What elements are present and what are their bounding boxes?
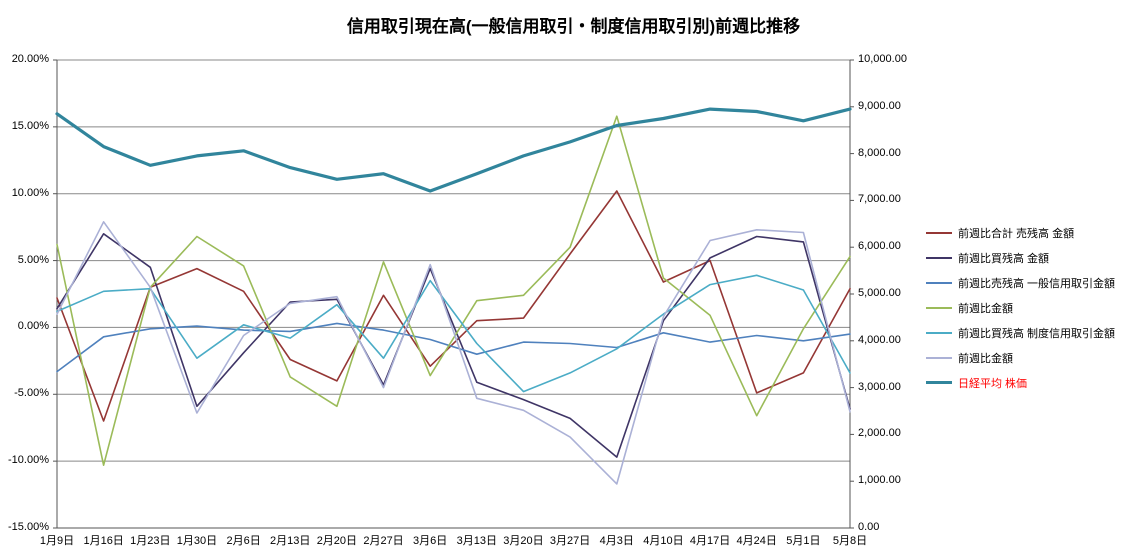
series-line-2 [56, 322, 851, 373]
x-axis-tick-label: 3月20日 [503, 535, 544, 547]
right-axis-tick-label: 1,000.00 [858, 474, 901, 487]
legend-label: 前週比合計 売残高 金額 [958, 227, 1075, 240]
x-axis-tick-label: 4月17日 [689, 535, 731, 547]
legend-item-5: 前週比金額 [926, 345, 1115, 370]
right-axis-tick-label: 9,000.00 [858, 99, 901, 112]
legend-item-2: 前週比売残高 一般信用取引金額 [926, 270, 1115, 295]
legend-label: 前週比買残高 金額 [958, 252, 1050, 265]
legend-item-1: 前週比買残高 金額 [926, 245, 1115, 270]
x-axis-tick-label: 5月8日 [832, 535, 868, 547]
legend-swatch [926, 306, 952, 309]
x-axis-tick-label: 4月10日 [643, 535, 684, 547]
right-axis-tick-label: 2,000.00 [858, 427, 901, 440]
x-axis-tick-label: 2月27日 [363, 535, 404, 547]
x-axis-tick-label: 3月27日 [549, 535, 591, 547]
right-axis-tick-label: 8,000.00 [858, 146, 901, 159]
legend-item-0: 前週比合計 売残高 金額 [926, 220, 1115, 245]
x-axis-tick-label: 5月1日 [786, 535, 821, 547]
x-axis-tick-label: 1月9日 [39, 535, 75, 547]
legend-label: 前週比買残高 制度信用取引金額 [958, 327, 1116, 340]
left-axis-tick-label: 15.00% [11, 119, 49, 132]
x-axis-tick-label: 4月24日 [736, 535, 777, 547]
series-line-6 [55, 107, 852, 193]
legend-item-4: 前週比買残高 制度信用取引金額 [926, 320, 1115, 345]
legend-swatch [926, 231, 952, 234]
legend-swatch [926, 281, 952, 284]
x-axis-tick-label: 1月23日 [130, 535, 171, 547]
x-axis-tick-label: 2月6日 [226, 535, 261, 547]
x-axis-tick-label: 3月13日 [456, 535, 497, 547]
legend-swatch [926, 256, 952, 259]
legend-swatch [926, 356, 952, 359]
left-axis-tick-label: -15.00% [8, 521, 49, 533]
legend-label: 日経平均 株価 [958, 377, 1028, 390]
series-line-1 [56, 233, 851, 458]
right-axis-tick-label: 7,000.00 [858, 193, 901, 206]
x-axis-tick-label: 1月30日 [176, 535, 218, 547]
right-axis-tick-label: 0.00 [858, 521, 880, 533]
x-axis-tick-label: 3月6日 [413, 535, 448, 547]
x-axis-tick-label: 2月20日 [316, 535, 358, 547]
left-axis-tick-label: -5.00% [14, 387, 49, 400]
series-line-3 [56, 115, 851, 467]
right-axis-tick-label: 3,000.00 [858, 380, 901, 393]
series-line-5 [56, 221, 851, 485]
right-axis-tick-label: 10,000.00 [858, 53, 907, 65]
right-axis-tick-label: 5,000.00 [858, 287, 901, 299]
x-axis-tick-label: 4月3日 [599, 535, 634, 547]
legend-label: 前週比売残高 一般信用取引金額 [958, 277, 1116, 290]
right-axis-tick-label: 6,000.00 [858, 240, 901, 253]
chart-title: 信用取引現在高(一般信用取引・制度信用取引別)前週比推移 [346, 17, 801, 36]
left-axis-tick-label: 10.00% [11, 186, 49, 199]
legend-item-3: 前週比金額 [926, 295, 1115, 320]
legend: 前週比合計 売残高 金額 前週比買残高 金額前週比売残高 一般信用取引金額 前週比金… [926, 220, 1115, 395]
legend-label: 前週比金額 [958, 352, 1013, 365]
left-axis-tick-label: 20.00% [11, 53, 49, 65]
x-axis-tick-label: 2月13日 [270, 535, 311, 547]
right-axis-tick-label: 4,000.00 [858, 333, 901, 346]
legend-item-6: 日経平均 株価 [926, 370, 1115, 395]
left-axis-tick-label: 0.00% [17, 320, 49, 333]
legend-label: 前週比金額 [958, 302, 1013, 315]
left-axis-tick-label: 5.00% [17, 253, 49, 266]
legend-swatch [926, 331, 952, 334]
legend-swatch [926, 381, 952, 384]
x-axis-tick-label: 1月16日 [83, 535, 124, 547]
series-line-4 [56, 274, 851, 393]
left-axis-tick-label: -10.00% [8, 454, 49, 467]
